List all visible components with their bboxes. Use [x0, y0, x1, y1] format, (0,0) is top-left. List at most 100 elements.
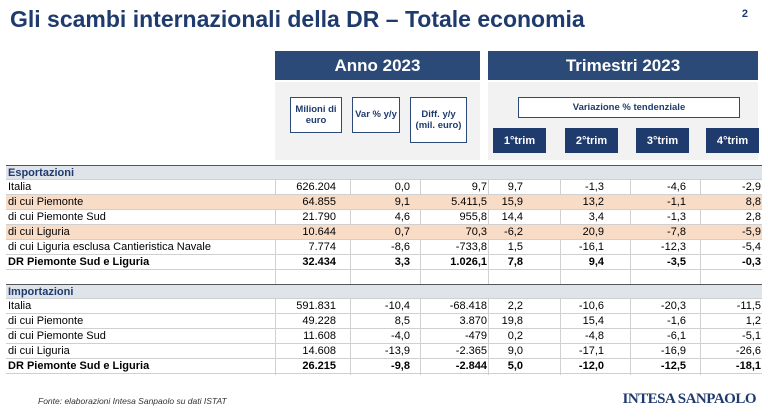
table-row: di cui Piemonte 64.855 9,1 5.411,5 15,9 13,2 -…	[6, 195, 762, 210]
cell: 626.204	[296, 181, 336, 193]
cell: 7,8	[507, 256, 523, 268]
column-header: Var % y/y	[352, 97, 400, 133]
cell: -13,9	[384, 345, 410, 357]
row-label: DR Piemonte Sud e Liguria	[8, 256, 150, 268]
cell: -26,6	[735, 345, 761, 357]
cell: 1,5	[507, 241, 523, 253]
cell: 64.855	[302, 196, 336, 208]
quarter-header: 3°trim	[636, 128, 689, 153]
cell: 5.411,5	[451, 196, 487, 208]
cell: 1.026,1	[450, 256, 487, 268]
cell: 14.608	[302, 345, 336, 357]
row-label: DR Piemonte Sud e Liguria	[8, 360, 150, 372]
group-header: Trimestri 2023	[488, 51, 758, 80]
cell: 955,8	[459, 211, 487, 223]
cell: -3,5	[667, 256, 686, 268]
row-label: di cui Piemonte Sud	[8, 211, 106, 223]
cell: 0,0	[394, 181, 410, 193]
table-row: DR Piemonte Sud e Liguria 32.434 3,3 1.026,…	[6, 255, 762, 270]
logo: INTESA SANPAOLO	[622, 391, 756, 407]
column-divider	[350, 165, 351, 375]
cell: 0,7	[394, 226, 410, 238]
section-title: Esportazioni	[8, 167, 75, 179]
quarter-header: 2°trim	[565, 128, 618, 153]
cell: -479	[464, 330, 487, 342]
row-label: di cui Piemonte	[8, 196, 84, 208]
column-caption: Variazione % tendenziale	[518, 97, 740, 118]
cell: -0,3	[742, 256, 761, 268]
cell: -1,3	[585, 181, 604, 193]
cell: 3,4	[588, 211, 604, 223]
cell: 32.434	[302, 256, 336, 268]
cell: 10.644	[302, 226, 336, 238]
cell: -5,4	[742, 241, 761, 253]
cell: -10,6	[578, 300, 604, 312]
column-divider	[488, 165, 489, 375]
cell: -6,2	[504, 226, 523, 238]
cell: -16,9	[660, 345, 686, 357]
page-number: 2	[741, 8, 748, 20]
row-label: Italia	[8, 300, 32, 312]
cell: -16,1	[578, 241, 604, 253]
row-label: di cui Piemonte	[8, 315, 84, 327]
cell: 8,8	[745, 196, 761, 208]
cell: 8,5	[394, 315, 410, 327]
cell: 70,3	[465, 226, 487, 238]
column-header: Diff. y/y (mil. euro)	[410, 97, 467, 143]
group-header: Anno 2023	[275, 51, 480, 80]
cell: -20,3	[660, 300, 686, 312]
cell: 11.608	[303, 330, 336, 342]
section-header: Importazioni	[6, 284, 762, 299]
cell: -2.365	[455, 345, 487, 357]
cell: 9,7	[471, 181, 487, 193]
row-label: di cui Piemonte Sud	[8, 330, 106, 342]
cell: -11,5	[736, 300, 761, 312]
cell: 7.774	[308, 241, 336, 253]
cell: -10,4	[384, 300, 410, 312]
quarter-header: 4°trim	[706, 128, 759, 153]
cell: 13,2	[582, 196, 604, 208]
cell: -12,3	[660, 241, 686, 253]
cell: 3.870	[459, 315, 487, 327]
cell: -68.418	[449, 300, 487, 312]
title: Gli scambi internazionali della DR – Tot…	[10, 6, 585, 32]
column-divider	[560, 165, 561, 375]
table-row: DR Piemonte Sud e Liguria 26.215 -9,8 -2.84…	[6, 359, 762, 374]
cell: 591.831	[296, 300, 336, 312]
cell: -2.844	[455, 360, 487, 372]
cell: -1,3	[667, 211, 686, 223]
cell: -18,1	[735, 360, 761, 372]
cell: 49.228	[302, 315, 336, 327]
cell: 3,3	[394, 256, 410, 268]
column-divider	[275, 165, 276, 375]
cell: 15,9	[501, 196, 523, 208]
cell: 21.790	[302, 211, 336, 223]
cell: -2,9	[742, 181, 761, 193]
table-row: di cui Liguria 14.608 -13,9 -2.365 9,0 -17,1 -…	[6, 344, 762, 359]
cell: -1,6	[667, 315, 686, 327]
cell: 19,8	[501, 315, 523, 327]
table-row: di cui Piemonte Sud 11.608 -4,0 -479 0,2 -4,8…	[6, 329, 762, 344]
table-row: Italia 626.204 0,0 9,7 9,7 -1,3 -4,6 -2,9	[6, 180, 762, 195]
cell: 15,4	[582, 315, 604, 327]
quarter-header: 1°trim	[493, 128, 546, 153]
cell: 20,9	[582, 226, 604, 238]
cell: 9,1	[394, 196, 410, 208]
column-divider	[700, 165, 701, 375]
cell: 9,0	[507, 345, 523, 357]
row-label: Italia	[8, 181, 32, 193]
section-title: Importazioni	[8, 286, 74, 298]
table-row: di cui Piemonte 49.228 8,5 3.870 19,8 15,4 -1,…	[6, 314, 762, 329]
cell: 2,2	[507, 300, 523, 312]
cell: -12,5	[660, 360, 686, 372]
cell: 9,7	[507, 181, 523, 193]
table-row: di cui Liguria 10.644 0,7 70,3 -6,2 20,9 -7,8 -…	[6, 225, 762, 240]
cell: -12,0	[578, 360, 604, 372]
cell: -4,0	[391, 330, 410, 342]
cell: -6,1	[667, 330, 686, 342]
column-divider	[630, 165, 631, 375]
cell: -1,1	[667, 196, 686, 208]
cell: -733,8	[455, 241, 487, 253]
table-row: Italia 591.831 -10,4 -68.418 2,2 -10,6 -20,3 -1…	[6, 299, 762, 314]
cell: -4,8	[585, 330, 604, 342]
